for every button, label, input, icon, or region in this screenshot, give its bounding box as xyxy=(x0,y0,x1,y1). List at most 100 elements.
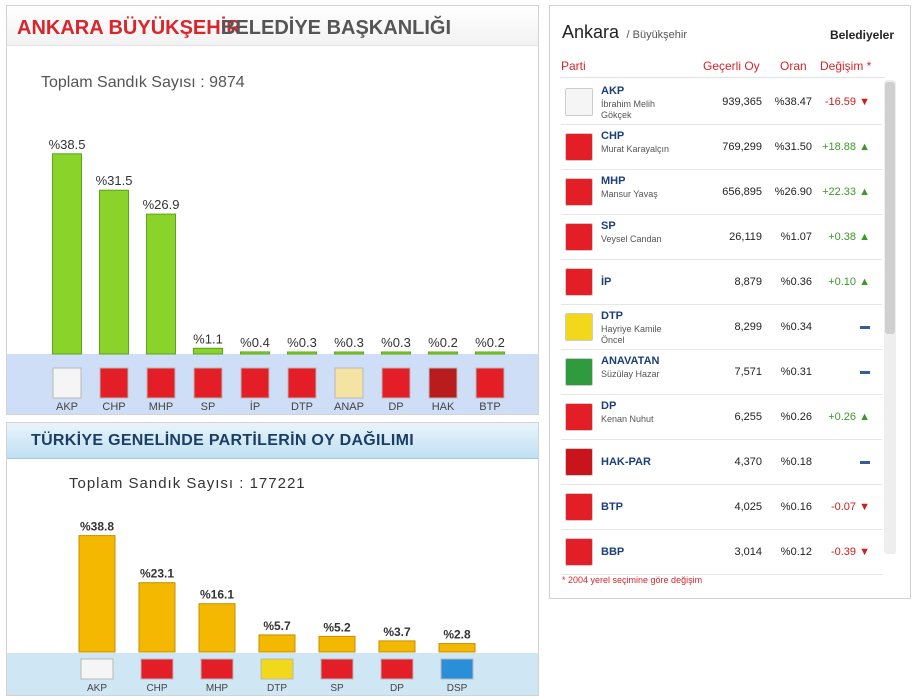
valid-votes: 3,014 xyxy=(734,546,762,558)
category-label: İP xyxy=(250,400,260,413)
mhp-logo-icon xyxy=(200,658,234,680)
result-row[interactable]: İP 8,879 %0.36 +0.10 ▲ xyxy=(561,260,882,305)
candidate-name: Murat Karayalçın xyxy=(601,144,670,154)
party-logo-icon xyxy=(565,448,593,476)
vote-change: +22.33 ▲ xyxy=(822,186,870,198)
bar-dsp xyxy=(438,643,476,653)
valid-votes: 8,879 xyxy=(734,276,762,288)
bar-value-label: %1.1 xyxy=(193,331,223,346)
bar-value-label: %23.1 xyxy=(140,567,174,581)
vote-share: %26.90 xyxy=(774,186,812,198)
category-label: DP xyxy=(390,683,404,694)
vote-change xyxy=(860,321,870,333)
valid-votes: 4,370 xyxy=(734,456,762,468)
ankara-chart-panel: ANKARA BÜYÜKŞEHİR BELEDİYE BAŞKANLIĞI To… xyxy=(6,5,539,415)
results-rows: AKP İbrahim Melih Gökçek 939,365 %38.47 -16.… xyxy=(561,80,882,575)
bar-value-label: %38.8 xyxy=(80,520,114,534)
result-row[interactable]: HAK-PAR 4,370 %0.18 xyxy=(561,440,882,485)
col-share: Oran xyxy=(780,59,807,73)
hak-logo-icon xyxy=(428,367,458,399)
scrollbar-thumb[interactable] xyxy=(885,82,895,334)
vote-change: +0.26 ▲ xyxy=(828,411,870,423)
tab-belediyeler[interactable]: Belediyeler xyxy=(829,28,894,42)
dp-logo-icon xyxy=(380,658,414,680)
category-label: CHP xyxy=(102,401,125,413)
bar-anap xyxy=(334,351,364,355)
turkey-chart-panel: TÜRKİYE GENELİNDE PARTİLERİN OY DAĞILIMI… xyxy=(6,422,539,696)
change-value: +22.33 xyxy=(822,186,857,198)
party-name: İP xyxy=(601,276,612,288)
bar-mhp xyxy=(146,213,176,355)
party-logo-icon xyxy=(565,223,593,251)
result-row[interactable]: AKP İbrahim Melih Gökçek 939,365 %38.47 -16.… xyxy=(561,80,882,125)
bar-value-label: %0.3 xyxy=(334,335,364,350)
results-column-headers: Parti Geçerli Oy Oran Değişim * xyxy=(560,56,885,78)
ankara-total-ballot-boxes: Toplam Sandık Sayısı : 9874 xyxy=(41,74,245,91)
mhp-logo-icon xyxy=(146,367,176,399)
bar-mhp xyxy=(198,603,236,653)
col-change: Değişim * xyxy=(820,59,872,73)
result-row[interactable]: MHP Mansur Yavaş 656,895 %26.90 +22.33 ▲ xyxy=(561,170,882,215)
bar-value-label: %0.3 xyxy=(381,335,411,350)
ankara-results-panel: Ankara / Büyükşehir Belediyeler Parti Ge… xyxy=(549,5,911,599)
col-party: Parti xyxy=(561,59,586,73)
category-label: AKP xyxy=(56,401,78,413)
vote-share: %0.16 xyxy=(780,501,812,513)
bar-akp xyxy=(52,153,82,355)
category-label: CHP xyxy=(146,683,167,694)
change-value: +0.26 xyxy=(828,411,857,423)
result-row[interactable]: DP Kenan Nuhut 6,255 %0.26 +0.26 ▲ xyxy=(561,395,882,440)
candidate-name: Hayriye Kamile Öncel xyxy=(601,324,662,345)
party-name: BTP xyxy=(601,501,623,513)
valid-votes: 8,299 xyxy=(734,321,762,333)
category-label: SP xyxy=(201,401,216,413)
bar-sp xyxy=(193,347,223,355)
result-row[interactable]: CHP Murat Karayalçın 769,299 %31.50 +18.88 ▲ xyxy=(561,125,882,170)
bar-dp xyxy=(378,640,416,653)
result-row[interactable]: DTP Hayriye Kamile Öncel 8,299 %0.34 xyxy=(561,305,882,350)
category-label: MHP xyxy=(206,683,229,694)
bar-value-label: %0.3 xyxy=(287,335,317,350)
bar-value-label: %0.2 xyxy=(428,335,458,350)
turkey-total-ballot-boxes: Toplam Sandık Sayısı : 177221 xyxy=(69,475,306,492)
change-value: -0.07 xyxy=(830,501,857,513)
no-change-dash-icon xyxy=(860,370,870,374)
candidate-name: Kenan Nuhut xyxy=(601,414,654,424)
bar-chp xyxy=(138,582,176,653)
bar-value-label: %31.5 xyxy=(96,173,133,188)
category-label: DTP xyxy=(267,683,287,694)
change-value: -16.59 xyxy=(824,96,857,108)
bar-value-label: %16.1 xyxy=(200,588,234,602)
change-value: +0.38 xyxy=(828,231,857,243)
party-logo-icon xyxy=(565,133,593,161)
vote-share: %31.50 xyxy=(774,141,812,153)
no-change-dash-icon xyxy=(860,325,870,329)
bar-value-label: %38.5 xyxy=(49,137,86,152)
category-label: DTP xyxy=(291,401,313,413)
arrow-up-icon: ▲ xyxy=(859,411,870,423)
category-label: HAK xyxy=(432,401,455,413)
bar-dp xyxy=(381,351,411,355)
bar-value-label: %0.4 xyxy=(240,335,270,350)
vote-share: %0.12 xyxy=(780,546,812,558)
results-header: Ankara / Büyükşehir xyxy=(562,22,687,43)
results-scrollbar[interactable] xyxy=(884,80,896,554)
change-value: -0.39 xyxy=(830,546,857,558)
vote-change: +18.88 ▲ xyxy=(822,141,870,153)
bar-value-label: %3.7 xyxy=(383,625,411,639)
col-votes: Geçerli Oy xyxy=(703,59,760,73)
party-name: CHP xyxy=(601,130,625,142)
result-row[interactable]: BTP 4,025 %0.16 -0.07 ▼ xyxy=(561,485,882,530)
turkey-bar-chart: %38.8 AKP %23.1 CHP %16.1 MHP %5.7 DTP %5.2 SP %3.… xyxy=(78,520,476,694)
party-name: SP xyxy=(601,220,616,232)
party-name: MHP xyxy=(601,175,626,187)
bar-chp xyxy=(99,189,129,355)
sp-logo-icon xyxy=(320,658,354,680)
result-row[interactable]: BBP 3,014 %0.12 -0.39 ▼ xyxy=(561,530,882,575)
result-row[interactable]: SP Veysel Candan 26,119 %1.07 +0.38 ▲ xyxy=(561,215,882,260)
arrow-up-icon: ▲ xyxy=(859,141,870,153)
bar-dtp xyxy=(258,634,296,653)
result-row[interactable]: ANAVATAN Süzülay Hazar 7,571 %0.31 xyxy=(561,350,882,395)
change-value: +0.10 xyxy=(828,276,857,288)
valid-votes: 4,025 xyxy=(734,501,762,513)
